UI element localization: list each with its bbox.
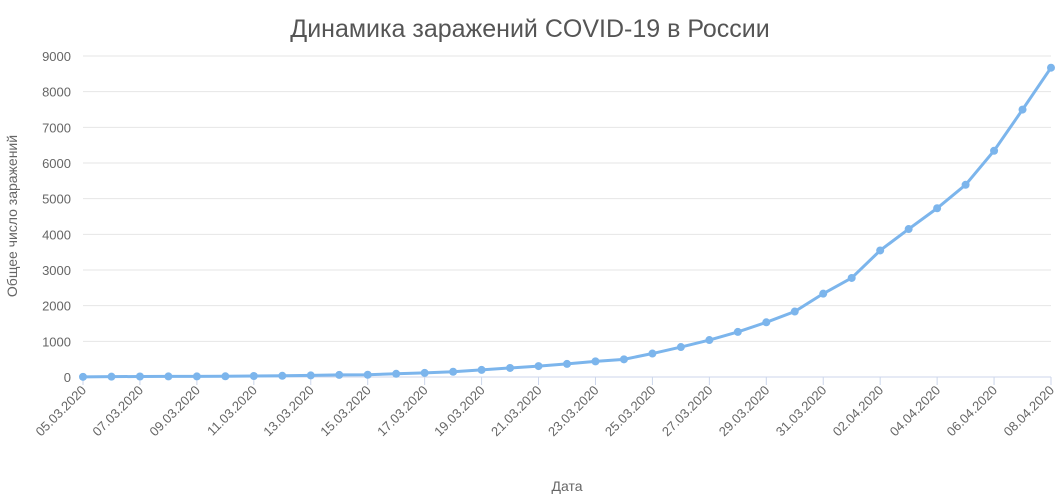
x-tick-label: 11.03.2020 <box>204 383 260 439</box>
line <box>82 66 1053 379</box>
point <box>477 365 486 374</box>
y-tick-label: 3000 <box>42 263 71 278</box>
point <box>164 372 173 381</box>
point <box>1047 63 1055 72</box>
point <box>790 307 799 316</box>
y-tick-label: 2000 <box>42 299 71 314</box>
point <box>107 372 116 381</box>
x-axis-label: Дата <box>551 478 582 494</box>
x-tick-label: 19.03.2020 <box>431 383 488 440</box>
point <box>363 370 372 379</box>
point <box>335 370 344 379</box>
x-tick-label: 23.03.2020 <box>545 383 602 440</box>
x-tick-label: 09.03.2020 <box>146 383 203 440</box>
point <box>648 349 657 358</box>
x-tick-label: 21.03.2020 <box>488 383 545 440</box>
point <box>449 367 458 376</box>
x-tick-label: 04.04.2020 <box>887 383 944 440</box>
x-tick-label: 08.04.2020 <box>1000 383 1057 440</box>
x-tick-label: 02.04.2020 <box>830 383 887 440</box>
point <box>847 273 856 282</box>
x-tick-label: 05.03.2020 <box>32 383 89 440</box>
x-tick-label: 06.04.2020 <box>944 383 1001 440</box>
point <box>676 343 685 352</box>
point <box>819 289 828 298</box>
y-tick-label: 5000 <box>42 192 71 207</box>
point <box>221 372 230 381</box>
point <box>961 180 970 189</box>
point <box>135 372 144 381</box>
point <box>1018 105 1027 114</box>
y-tick-label: 1000 <box>42 334 71 349</box>
point <box>733 327 742 336</box>
point <box>619 355 628 364</box>
x-tick-label: 27.03.2020 <box>659 383 716 440</box>
y-tick-label: 6000 <box>42 156 71 171</box>
x-tick-label: 07.03.2020 <box>89 383 146 440</box>
point <box>762 318 771 327</box>
y-tick-label: 8000 <box>42 85 71 100</box>
y-tick-label: 4000 <box>42 227 71 242</box>
point <box>990 146 999 155</box>
point <box>563 359 571 368</box>
chart-title: Динамика заражений COVID-19 в России <box>290 15 769 43</box>
point <box>506 363 515 372</box>
point <box>420 368 429 377</box>
point <box>876 246 885 255</box>
point <box>249 372 258 381</box>
point <box>534 362 543 371</box>
y-tick-label: 9000 <box>42 49 71 64</box>
point <box>192 372 201 381</box>
point <box>933 204 942 213</box>
y-tick-label: 7000 <box>42 120 71 135</box>
point <box>705 336 714 345</box>
point <box>904 225 913 234</box>
x-tick-label: 25.03.2020 <box>602 383 659 440</box>
point <box>392 369 401 378</box>
x-tick-label: 15.03.2020 <box>317 383 374 440</box>
x-tick-label: 13.03.2020 <box>260 383 317 440</box>
x-tick-label: 17.03.2020 <box>374 383 431 440</box>
y-axis-label: Общее число заражений <box>4 135 20 297</box>
point <box>278 371 287 380</box>
y-tick-label: 0 <box>64 370 71 385</box>
point <box>591 357 600 366</box>
point <box>79 372 87 381</box>
x-tick-label: 29.03.2020 <box>716 383 773 440</box>
point <box>306 371 315 380</box>
x-tick-label: 31.03.2020 <box>773 383 830 440</box>
